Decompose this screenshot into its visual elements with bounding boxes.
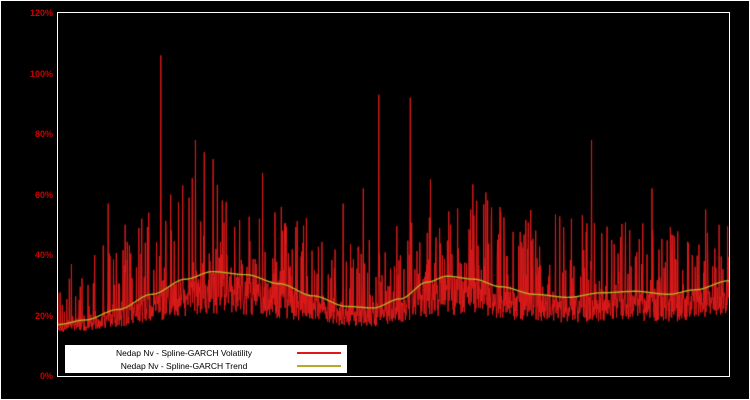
y-axis-tick-label: 120% — [29, 8, 53, 18]
y-axis-tick-label: 20% — [34, 310, 53, 321]
volatility-chart-canvas — [58, 13, 729, 376]
legend-label-volatility: Nedap Nv - Spline-GARCH Volatility — [115, 347, 253, 358]
y-axis-tick-label: 80% — [34, 129, 53, 139]
legend: Nedap Nv - Spline-GARCH Volatility Nedap… — [65, 345, 347, 373]
legend-label-trend: Nedap Nv - Spline-GARCH Trend — [120, 360, 248, 371]
y-axis-tick-label: 0% — [39, 371, 53, 381]
y-axis-tick-label: 40% — [34, 250, 53, 260]
legend-item-volatility: Nedap Nv - Spline-GARCH Volatility — [65, 346, 347, 359]
y-axis-tick-label: 100% — [29, 68, 53, 79]
y-axis-tick-label: 60% — [34, 189, 53, 200]
trend-line-sample-icon — [297, 364, 341, 367]
volatility-line-sample-icon — [297, 351, 341, 354]
plot-area — [57, 12, 730, 377]
legend-item-trend: Nedap Nv - Spline-GARCH Trend — [65, 359, 347, 372]
